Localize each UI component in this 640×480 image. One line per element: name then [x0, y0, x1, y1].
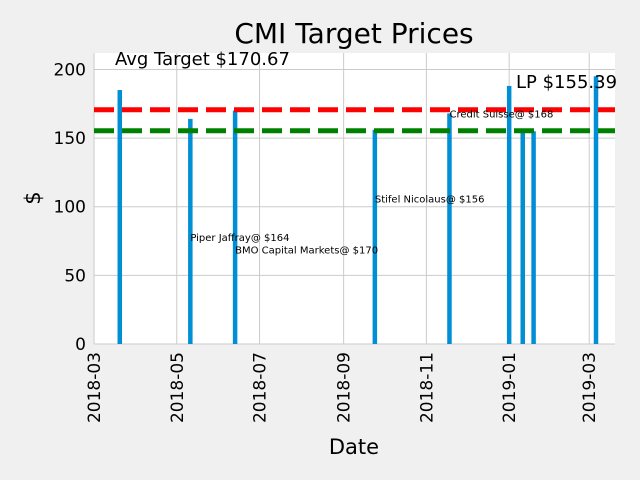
x-tick-label: 2018-07: [251, 352, 271, 423]
y-axis-ticks: 0 50 100 150 200: [54, 60, 86, 355]
x-tick-label: 2018-09: [335, 352, 355, 423]
last-price-label: LP $155.39: [516, 72, 617, 93]
y-tick-label: 200: [54, 60, 86, 80]
bar: [593, 76, 599, 345]
y-tick-label: 150: [54, 129, 86, 149]
reference-lines: [94, 107, 615, 134]
bar-annotation: Piper Jaffray@ $164: [190, 233, 289, 244]
chart-title: CMI Target Prices: [234, 17, 473, 50]
x-tick-label: 2018-11: [417, 352, 437, 423]
bar: [232, 110, 238, 344]
y-tick-label: 50: [64, 266, 86, 286]
plot-area: [94, 53, 615, 344]
bar-annotation: Credit Suisse@ $168: [449, 109, 553, 120]
bar: [506, 85, 512, 345]
y-axis-label: $: [21, 191, 45, 204]
bar-annotation: Stifel Nicolaus@ $156: [375, 195, 485, 206]
bar: [531, 131, 536, 344]
bar-annotation: BMO Capital Markets@ $170: [235, 245, 378, 256]
bar: [447, 113, 452, 344]
bar-series: [117, 76, 599, 345]
bar: [372, 129, 378, 344]
x-tick-label: 2018-05: [168, 352, 188, 423]
x-tick-label: 2018-03: [85, 352, 105, 423]
bar-annotations: Credit Suisse@ $168 Stifel Nicolaus@ $156…: [190, 109, 553, 256]
x-tick-label: 2019-03: [580, 352, 600, 423]
bar: [117, 90, 123, 345]
x-axis-label: Date: [329, 435, 379, 459]
bar: [188, 118, 193, 344]
bar: [520, 131, 525, 344]
x-axis-ticks: 2018-03 2018-05 2018-07 2018-09 2018-11 2019-…: [85, 352, 600, 423]
x-tick-label: 2019-01: [500, 352, 520, 423]
avg-target-label: Avg Target $170.67: [115, 49, 290, 70]
y-tick-label: 0: [75, 335, 86, 355]
y-tick-label: 100: [54, 198, 86, 218]
